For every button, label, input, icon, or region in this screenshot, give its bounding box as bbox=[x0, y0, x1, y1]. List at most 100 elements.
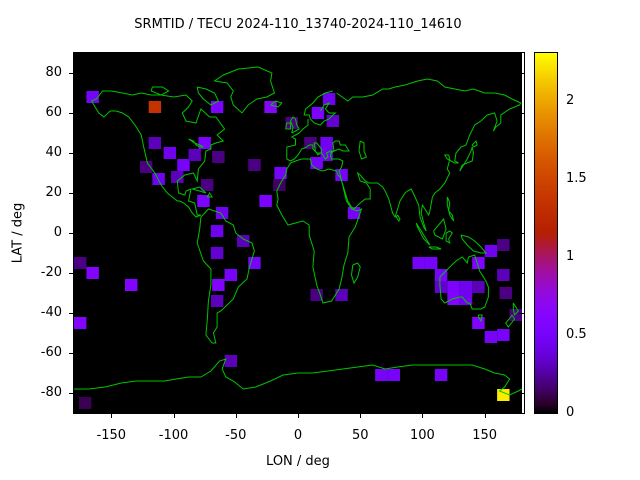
heatmap-cell bbox=[177, 159, 190, 171]
heatmap-cell bbox=[497, 269, 510, 281]
heatmap-cell bbox=[224, 269, 238, 281]
coastline-path bbox=[287, 119, 349, 161]
heatmap-cell bbox=[447, 281, 460, 293]
y-tick-mark-right bbox=[519, 233, 524, 234]
coastline-path bbox=[91, 91, 224, 217]
coastline-path bbox=[197, 87, 218, 105]
colorbar-tick-label: 0.5 bbox=[566, 327, 587, 343]
heatmap-cell bbox=[497, 329, 510, 341]
heatmap-cell bbox=[459, 281, 473, 293]
heatmap-cell bbox=[264, 101, 277, 113]
x-tick-mark bbox=[298, 414, 299, 418]
coastline-path bbox=[440, 255, 489, 309]
heatmap-cell bbox=[74, 317, 87, 329]
coastline-path bbox=[461, 235, 486, 253]
coastline-path bbox=[197, 209, 254, 343]
heatmap-cell bbox=[497, 389, 510, 401]
heatmap-cell bbox=[197, 195, 210, 207]
coastline-path bbox=[277, 159, 362, 303]
coastline-path bbox=[330, 79, 520, 231]
coastline-path bbox=[271, 101, 282, 107]
heatmap-cell bbox=[215, 207, 229, 219]
y-tick-mark-right bbox=[519, 193, 524, 194]
heatmap-cell bbox=[310, 157, 323, 169]
y-tick-mark bbox=[69, 233, 73, 234]
heatmap-cell bbox=[472, 257, 485, 269]
heatmap-cell bbox=[78, 397, 92, 409]
heatmap-cell bbox=[210, 247, 224, 259]
y-tick-mark-right bbox=[519, 113, 524, 114]
heatmap-cell bbox=[259, 195, 272, 207]
coastline-path bbox=[416, 223, 430, 245]
heatmap-cell bbox=[472, 281, 485, 293]
coastline-path bbox=[151, 87, 168, 95]
coastline-path bbox=[513, 303, 518, 315]
heatmap-cell bbox=[210, 295, 224, 307]
colorbar-tick-label: 1.5 bbox=[566, 171, 587, 187]
y-tick-mark bbox=[69, 353, 73, 354]
x-tick-label: -50 bbox=[225, 428, 247, 443]
coastline-path bbox=[74, 359, 522, 395]
coastline-path bbox=[434, 219, 447, 239]
heatmap-cell bbox=[188, 149, 201, 161]
heatmap-cell bbox=[139, 161, 153, 173]
coastline-path bbox=[207, 193, 212, 197]
y-tick-mark bbox=[69, 393, 73, 394]
y-tick-mark-right bbox=[519, 73, 524, 74]
coastline-path bbox=[447, 197, 453, 221]
heatmap-cell bbox=[224, 355, 238, 367]
x-tick-mark bbox=[111, 414, 113, 418]
y-tick-mark-right bbox=[519, 393, 524, 394]
heatmap-cell bbox=[335, 169, 348, 181]
y-tick-mark-right bbox=[519, 273, 524, 274]
x-tick-mark bbox=[360, 414, 362, 418]
heatmap-cell bbox=[125, 279, 138, 291]
x-tick-mark bbox=[235, 414, 237, 418]
coastline-path bbox=[304, 91, 335, 125]
heatmap-cell bbox=[509, 309, 522, 321]
x-tick-label: 0 bbox=[293, 428, 303, 443]
heatmap-cell bbox=[322, 93, 336, 105]
heatmap-cell bbox=[387, 369, 401, 381]
heatmap-cell bbox=[484, 331, 498, 343]
heatmap-cell bbox=[212, 151, 225, 163]
heatmap-cell bbox=[326, 115, 340, 127]
heatmap-cell bbox=[499, 287, 513, 299]
coastline-path bbox=[352, 263, 361, 283]
heatmap-cell bbox=[210, 101, 224, 113]
coastline-path bbox=[396, 215, 400, 221]
x-tick-label: 50 bbox=[351, 428, 369, 443]
coastline-path bbox=[478, 315, 482, 321]
coastline-path bbox=[446, 231, 452, 243]
coastline-path bbox=[460, 147, 474, 171]
heatmap-cell bbox=[375, 369, 388, 381]
y-tick-mark bbox=[69, 153, 73, 154]
heatmap-cell bbox=[86, 91, 99, 103]
heatmap-cell bbox=[171, 171, 184, 183]
x-tick-mark bbox=[173, 414, 175, 418]
y-tick-label: 20 bbox=[45, 185, 62, 200]
y-tick-mark bbox=[69, 273, 73, 274]
heatmap-cell bbox=[200, 179, 214, 191]
heatmap-cell bbox=[484, 245, 498, 257]
heatmap-cell bbox=[237, 235, 250, 247]
coastline-path bbox=[359, 141, 366, 159]
coastline-path bbox=[192, 187, 206, 193]
heatmap-cell bbox=[434, 369, 448, 381]
colorbar-tick-label: 2 bbox=[566, 93, 575, 109]
coastline-path bbox=[472, 141, 477, 147]
y-tick-label: -20 bbox=[40, 265, 62, 280]
world-heatmap-canvas bbox=[74, 53, 522, 409]
x-tick-mark bbox=[422, 414, 424, 418]
y-tick-mark-right bbox=[519, 153, 524, 154]
x-tick-label: -100 bbox=[158, 428, 189, 443]
x-tick-label: 100 bbox=[410, 428, 435, 443]
coastline-path bbox=[291, 117, 300, 133]
y-tick-label: 60 bbox=[45, 105, 62, 120]
heatmap-cell bbox=[347, 207, 361, 219]
y-tick-label: -40 bbox=[40, 305, 62, 320]
heatmap-cell bbox=[412, 257, 425, 269]
x-tick-label: -150 bbox=[96, 428, 127, 443]
heatmap-cell bbox=[274, 167, 287, 179]
